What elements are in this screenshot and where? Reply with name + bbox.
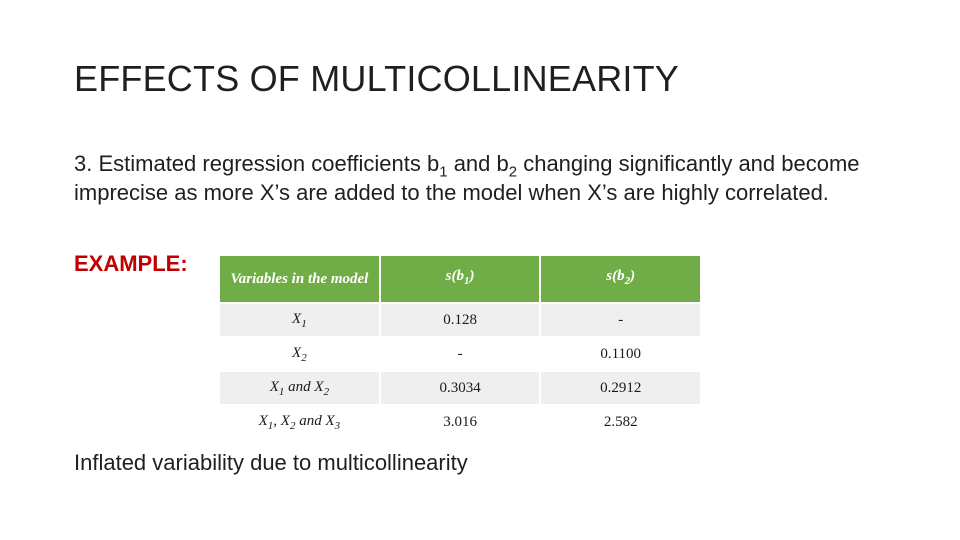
cell-s-b1: 0.3034 (378, 370, 542, 406)
cell-variables: X1, X2 and X3 (218, 404, 381, 440)
header-s-b1: s(b1) (378, 254, 542, 304)
cell-variables: X1 and X2 (218, 370, 381, 406)
cell-s-b1: 3.016 (378, 404, 542, 440)
paragraph-text-2: and b (447, 151, 509, 176)
coefficient-std-error-table: Variables in the model s(b1) s(b2) X1 0.1… (218, 254, 702, 440)
cell-s-b1: - (378, 336, 542, 372)
paragraph-text-1: 3. Estimated regression coefficients b (74, 151, 440, 176)
header-s-b2: s(b2) (539, 254, 702, 304)
cell-variables: X1 (218, 302, 381, 338)
cell-s-b1: 0.128 (378, 302, 542, 338)
cell-s-b2: 2.582 (539, 404, 702, 440)
subscript-1: 1 (439, 163, 448, 181)
cell-s-b2: - (539, 302, 702, 338)
table-row: X1 and X2 0.3034 0.2912 (218, 370, 702, 406)
table-row: X1 0.128- (218, 302, 702, 338)
example-label: EXAMPLE: (74, 251, 188, 276)
footer-note: Inflated variability due to multicolline… (74, 450, 468, 475)
cell-s-b2: 0.2912 (539, 370, 702, 406)
subscript-2: 2 (508, 163, 518, 181)
slide-title: EFFECTS OF MULTICOLLINEARITY (74, 58, 679, 99)
table-body: X1 0.128- X2-0.1100 X1 and X2 0.3034 0.2912 X1… (218, 302, 702, 440)
body-paragraph: 3. Estimated regression coefficients b1 … (74, 149, 904, 207)
table-header-row: Variables in the model s(b1) s(b2) (218, 254, 702, 304)
header-variables: Variables in the model (218, 254, 381, 304)
paragraph-text-3: changing significantly and become imprec… (74, 151, 860, 205)
table-row: X1, X2 and X3 3.016 2.582 (218, 404, 702, 440)
cell-s-b2: 0.1100 (539, 336, 702, 372)
cell-variables: X2 (218, 336, 381, 372)
table-row: X2-0.1100 (218, 336, 702, 372)
